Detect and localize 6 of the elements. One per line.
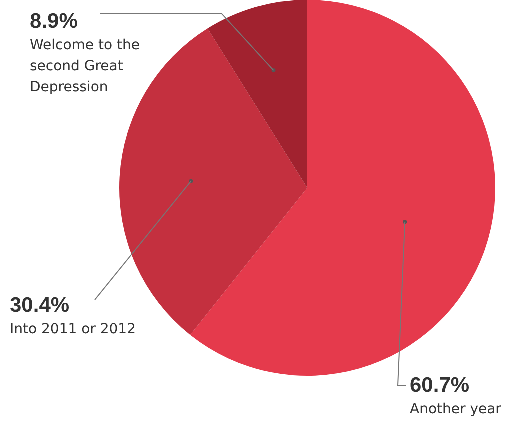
slice-label: Welcome to the second Great Depression bbox=[30, 38, 140, 96]
data-label: 8.9% bbox=[30, 10, 78, 33]
data-label: 30.4% bbox=[10, 294, 70, 317]
slice-label: Another year bbox=[410, 402, 502, 418]
data-label: 60.7% bbox=[410, 374, 470, 397]
slice-label: Into 2011 or 2012 bbox=[10, 322, 136, 338]
